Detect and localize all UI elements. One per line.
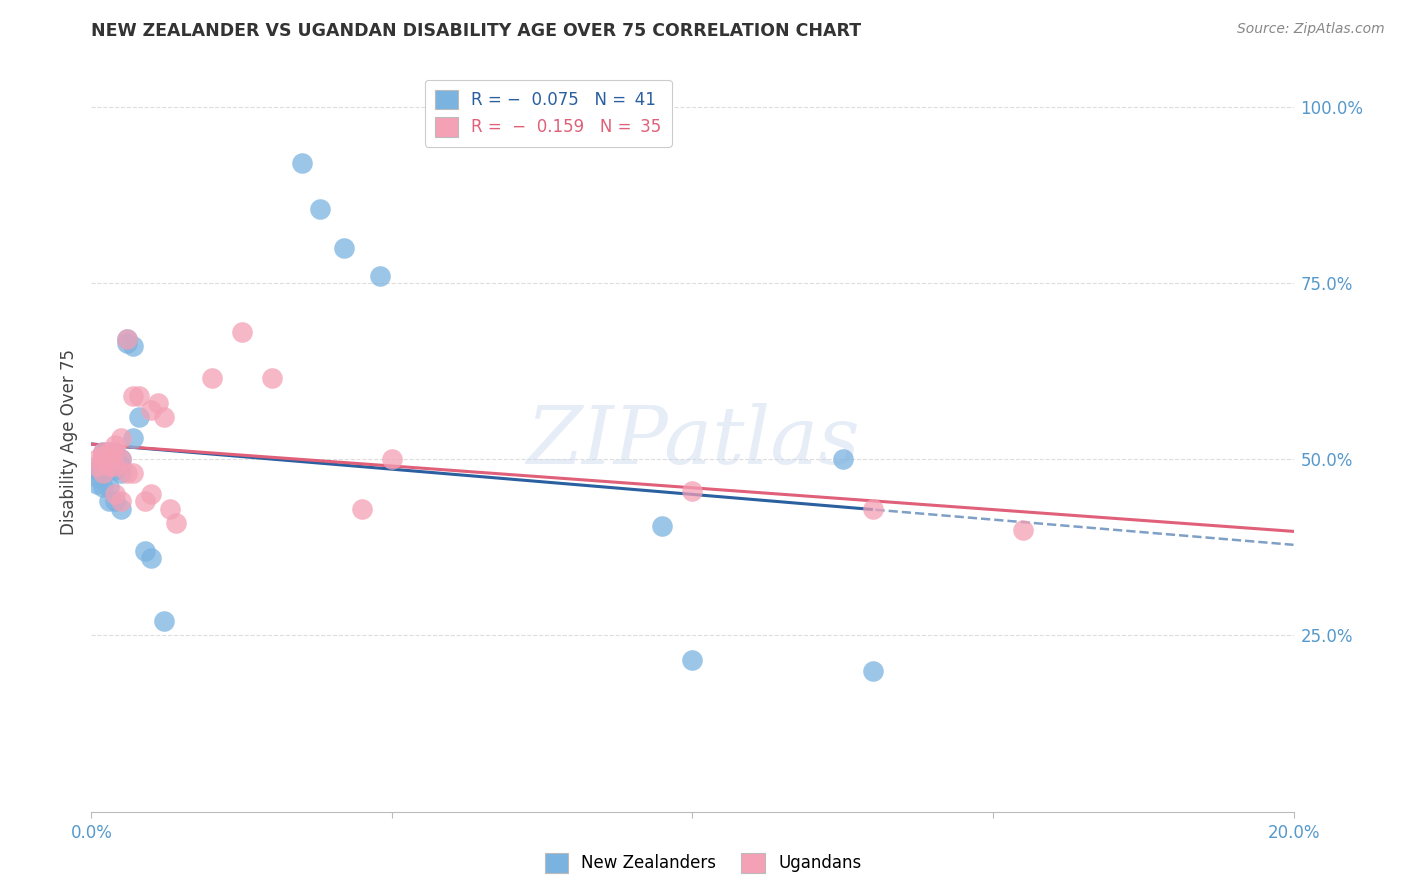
Point [98,480,121,494]
Point [110,452,132,467]
Point [110,459,132,474]
Point [104,445,127,459]
Point [110,452,132,467]
Legend: R = − 0.075   N =  41, R =  − 0.159   N =  35: R = − 0.075 N = 41, R = − 0.159 N = 35 [425,79,672,146]
Point [93,463,115,477]
Text: ZIPatlas: ZIPatlas [526,403,859,480]
Point [98,445,121,459]
Point [98,452,121,467]
Point [104,494,127,508]
Point [165,516,187,530]
Point [122,431,145,445]
Point [141,487,163,501]
Point [93,480,115,494]
Point [98,494,121,508]
Point [291,156,314,170]
Point [831,452,853,467]
Point [122,389,145,403]
Text: Source: ZipAtlas.com: Source: ZipAtlas.com [1237,22,1385,37]
Point [104,459,127,474]
Point [93,452,115,467]
Point [98,463,121,477]
Point [152,409,174,424]
Point [104,445,127,459]
Point [681,483,703,498]
Point [110,501,132,516]
Point [93,456,115,470]
Legend: New Zealanders, Ugandans: New Zealanders, Ugandans [538,847,868,880]
Point [86,452,108,467]
Point [862,501,884,516]
Point [104,449,127,463]
Y-axis label: Disability Age Over 75: Disability Age Over 75 [59,349,77,534]
Point [350,501,373,516]
Point [152,615,174,629]
Point [86,470,108,484]
Point [93,449,115,463]
Point [93,445,115,459]
Point [117,467,139,481]
Point [122,339,145,353]
Point [117,332,139,346]
Point [201,371,224,385]
Point [110,431,132,445]
Point [93,467,115,481]
Point [98,452,121,467]
Text: NEW ZEALANDER VS UGANDAN DISABILITY AGE OVER 75 CORRELATION CHART: NEW ZEALANDER VS UGANDAN DISABILITY AGE … [91,22,862,40]
Point [159,501,181,516]
Point [146,396,169,410]
Point [110,467,132,481]
Point [117,332,139,346]
Point [134,544,156,558]
Point [104,456,127,470]
Point [117,335,139,350]
Point [86,459,108,474]
Point [862,664,884,678]
Point [86,463,108,477]
Point [122,467,145,481]
Point [110,494,132,508]
Point [381,452,404,467]
Point [141,402,163,417]
Point [231,325,253,339]
Point [260,371,283,385]
Point [333,241,356,255]
Point [98,449,121,463]
Point [104,463,127,477]
Point [86,476,108,491]
Point [104,487,127,501]
Point [128,409,150,424]
Point [141,550,163,565]
Point [308,202,330,216]
Point [368,268,391,283]
Point [104,438,127,452]
Point [128,389,150,403]
Point [98,459,121,474]
Point [93,449,115,463]
Point [93,445,115,459]
Point [134,494,156,508]
Point [98,445,121,459]
Point [98,459,121,474]
Point [651,519,673,533]
Point [1012,523,1035,537]
Point [681,653,703,667]
